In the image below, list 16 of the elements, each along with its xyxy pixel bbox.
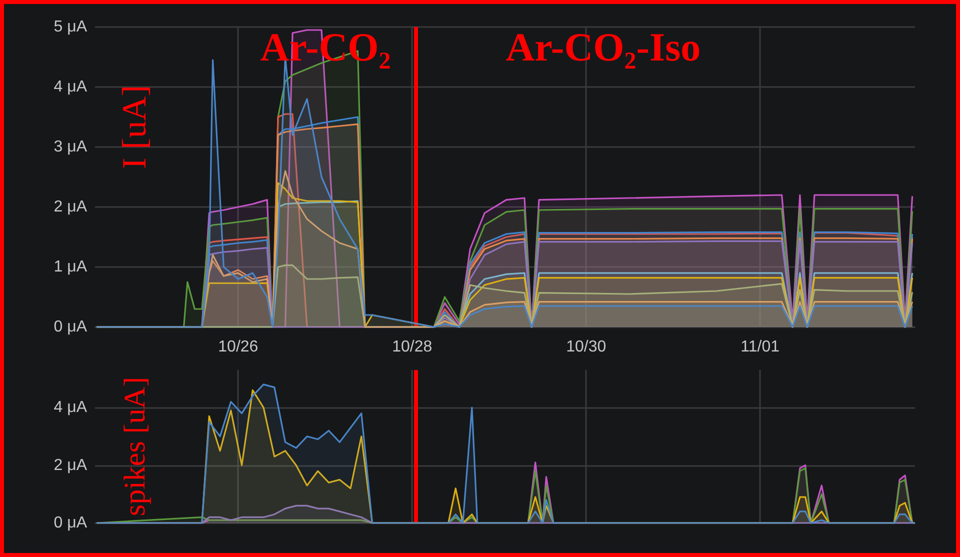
x-tick-label: 10/28 — [392, 338, 432, 356]
y-tick-label: 3 μA — [54, 138, 88, 156]
y-tick-label: 0 μA — [54, 514, 88, 532]
x-tick-label: 10/30 — [566, 338, 606, 356]
x-tick-label: 11/01 — [740, 338, 780, 356]
y-tick-label: 2 μA — [54, 198, 88, 216]
y-tick-label: 0 μA — [54, 318, 88, 336]
y-tick-label: 4 μA — [54, 78, 88, 96]
x-tick-label: 10/26 — [218, 338, 258, 356]
y-tick-label: 5 μA — [54, 18, 88, 36]
y-tick-label: 2 μA — [54, 456, 88, 474]
y-tick-label: 4 μA — [54, 399, 88, 416]
y-axis-title: I [uA] — [116, 84, 154, 170]
annotation: Ar-CO₂-Iso — [506, 24, 701, 70]
y-tick-label: 1 μA — [54, 258, 88, 276]
y-axis-title: spikes [uA] — [118, 376, 152, 516]
